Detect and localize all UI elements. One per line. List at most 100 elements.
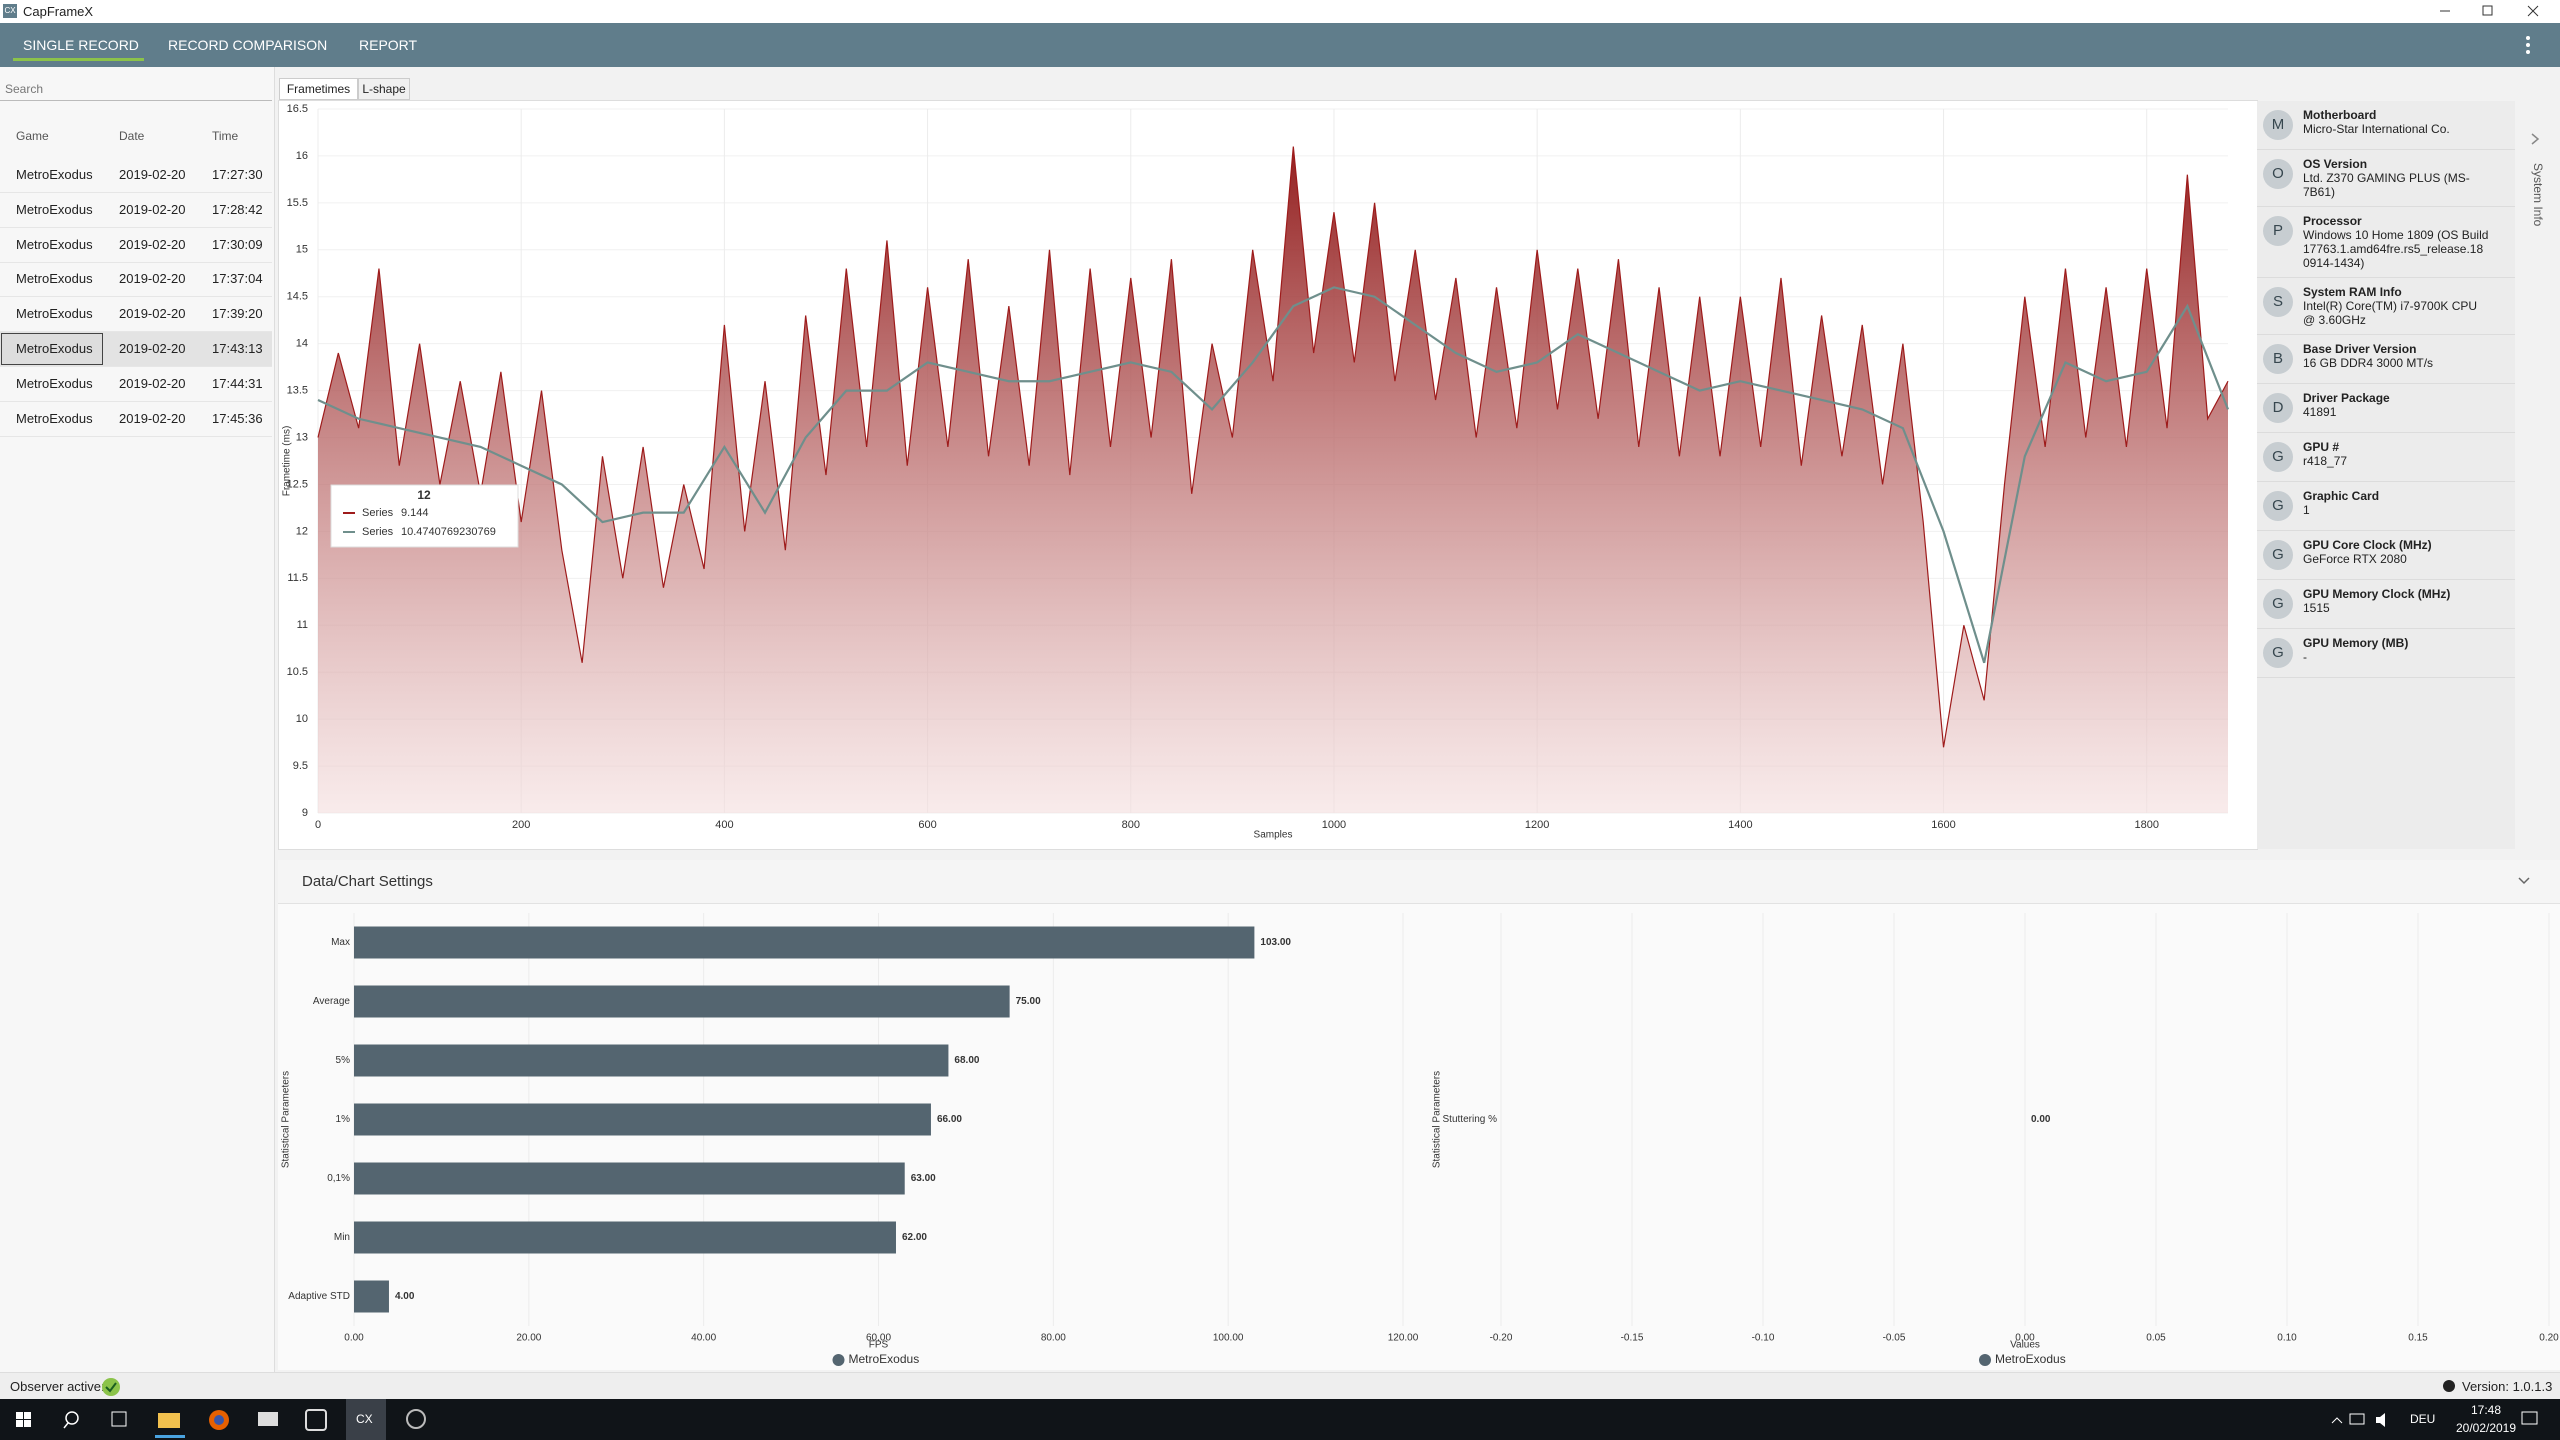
column-header[interactable]: Time (212, 129, 239, 143)
record-cell: 2019-02-20 (119, 306, 186, 322)
record-cell: 2019-02-20 (119, 410, 186, 426)
system-info-text: System RAM Info Intel(R) Core(TM) i7-9700… (2303, 285, 2489, 327)
system-info-item: G Graphic Card 1 (2257, 482, 2515, 531)
record-row[interactable]: MetroExodus 2019-02-20 17:43:13 (0, 332, 272, 367)
system-info-label: GPU Core Clock (MHz) (2303, 538, 2432, 552)
expand-arrow[interactable] (2528, 131, 2542, 147)
record-cell: MetroExodus (16, 306, 93, 322)
system-info-icon: D (2263, 393, 2293, 423)
collapse-chevron[interactable] (2516, 874, 2532, 888)
system-info-icon: G (2263, 442, 2293, 472)
record-cell: 17:28:42 (212, 201, 263, 217)
system-info-label: Processor (2303, 214, 2362, 228)
system-info-item: P Processor Windows 10 Home 1809 (OS Build… (2257, 207, 2515, 278)
nav-bar: SINGLE RECORD RECORD COMPARISON REPORT (0, 23, 2560, 67)
clock-date[interactable]: 20/02/2019 (2455, 1421, 2517, 1435)
observer-status: Observer active: (10, 1379, 105, 1394)
system-info-icon: S (2263, 287, 2293, 317)
record-cell: MetroExodus (16, 167, 93, 182)
record-row[interactable]: MetroExodus 2019-02-20 17:30:09 (0, 228, 272, 263)
system-info-label: Base Driver Version (2303, 342, 2417, 356)
system-info-icon: O (2263, 159, 2293, 189)
system-info-label: Driver Package (2303, 391, 2390, 405)
system-info-icon: G (2263, 589, 2293, 619)
app-icon: CX (3, 4, 17, 18)
system-info-item: G GPU Core Clock (MHz) GeForce RTX 2080 (2257, 531, 2515, 580)
record-cell: 17:44:31 (212, 375, 263, 391)
tray-icons[interactable] (2328, 1409, 2408, 1431)
system-info-text: OS Version Ltd. Z370 GAMING PLUS (MS-7B61… (2303, 157, 2489, 199)
system-info-value: Ltd. Z370 GAMING PLUS (MS-7B61) (2303, 171, 2470, 199)
system-info-text: Driver Package 41891 (2303, 391, 2489, 419)
menu-button[interactable] (2520, 33, 2536, 57)
system-info-item: G GPU Memory (MB) - (2257, 629, 2515, 678)
system-info-label: Graphic Card (2303, 489, 2380, 503)
record-cell: 2019-02-20 (119, 341, 186, 356)
system-info-icon: B (2263, 344, 2293, 374)
system-info-value: Windows 10 Home 1809 (OS Build 17763.1.a… (2303, 228, 2489, 270)
system-info-icon: G (2263, 638, 2293, 668)
search-box[interactable]: Search (0, 78, 272, 101)
record-cell: 17:43:13 (212, 341, 263, 356)
system-info-text: Graphic Card 1 (2303, 489, 2489, 517)
record-cell: 17:27:30 (212, 167, 263, 182)
system-info-text: GPU Core Clock (MHz) GeForce RTX 2080 (2303, 538, 2489, 566)
record-cell: MetroExodus (16, 410, 93, 426)
record-cell: 2019-02-20 (119, 236, 186, 252)
clock-time[interactable]: 17:48 (2470, 1403, 2502, 1417)
sidebar: Search Game Date Time MetroExodus 2019-02-20… (0, 67, 275, 1372)
record-row[interactable]: MetroExodus 2019-02-20 17:37:04 (0, 262, 272, 298)
system-info-text: GPU # r418_77 (2303, 440, 2489, 468)
system-info-item: D Driver Package 41891 (2257, 384, 2515, 433)
language[interactable]: DEU (2410, 1412, 2436, 1426)
system-info-value: 1 (2303, 503, 2310, 517)
system-info-item: M Motherboard Micro-Star International Co. (2257, 101, 2515, 150)
system-info-value: GeForce RTX 2080 (2303, 552, 2407, 566)
version: Version: 1.0.1.3 (2462, 1379, 2553, 1394)
observer-ok-icon (102, 1378, 120, 1396)
record-cell: 17:37:04 (212, 271, 263, 287)
record-row[interactable]: MetroExodus 2019-02-20 17:27:30 (0, 158, 272, 193)
system-info-label: Motherboard (2303, 108, 2377, 122)
system-info-label: OS Version (2303, 157, 2368, 171)
system-info-item: G GPU Memory Clock (MHz) 1515 (2257, 580, 2515, 629)
active-tab-indicator (13, 58, 144, 61)
system-info-label: GPU Memory (MB) (2303, 636, 2409, 650)
system-info-strip[interactable]: System Info (2515, 101, 2560, 849)
record-row[interactable]: MetroExodus 2019-02-20 17:39:20 (0, 297, 272, 333)
window-controls[interactable] (2420, 0, 2560, 23)
record-cell: 2019-02-20 (119, 375, 186, 391)
record-row[interactable]: MetroExodus 2019-02-20 17:45:36 (0, 402, 272, 437)
chart-tab[interactable]: Frametimes (279, 78, 358, 100)
settings-title: Data/Chart Settings (302, 873, 433, 890)
record-cell: MetroExodus (16, 271, 93, 287)
system-info-text: GPU Memory Clock (MHz) 1515 (2303, 587, 2489, 615)
taskbar-app-label: CX (356, 1412, 373, 1426)
system-info-text: Base Driver Version 16 GB DDR4 3000 MT/s (2303, 342, 2489, 370)
chart-tab[interactable]: L-shape (358, 78, 410, 100)
system-info-icon: G (2263, 491, 2293, 521)
record-cell: 2019-02-20 (119, 271, 186, 287)
status-bar: Observer active: Version: 1.0.1.3 (0, 1372, 2560, 1400)
system-info-panel: M Motherboard Micro-Star International Co.… (2257, 101, 2515, 849)
taskbar-icons[interactable] (0, 1399, 460, 1440)
record-row[interactable]: MetroExodus 2019-02-20 17:28:42 (0, 193, 272, 228)
system-info-text: GPU Memory (MB) - (2303, 636, 2489, 664)
record-cell: MetroExodus (16, 201, 93, 217)
record-row[interactable]: MetroExodus 2019-02-20 17:44:31 (0, 367, 272, 402)
column-header[interactable]: Game (16, 129, 49, 143)
window-title: CapFrameX (23, 4, 94, 19)
record-cell: MetroExodus (16, 375, 93, 391)
system-info-label: System RAM Info (2303, 285, 2402, 299)
nav-tab[interactable]: SINGLE RECORD (23, 37, 139, 53)
nav-tab[interactable]: RECORD COMPARISON (168, 37, 328, 53)
nav-tab[interactable]: REPORT (359, 37, 418, 53)
system-info-text: Processor Windows 10 Home 1809 (OS Build … (2303, 214, 2489, 270)
system-info-label: System Info (2531, 163, 2545, 227)
notifications[interactable] (2520, 1409, 2540, 1429)
settings-header[interactable]: Data/Chart Settings (278, 860, 2560, 904)
system-info-text: Motherboard Micro-Star International Co. (2303, 108, 2489, 136)
system-info-item: O OS Version Ltd. Z370 GAMING PLUS (MS-7B6… (2257, 150, 2515, 207)
column-header[interactable]: Date (119, 129, 145, 143)
